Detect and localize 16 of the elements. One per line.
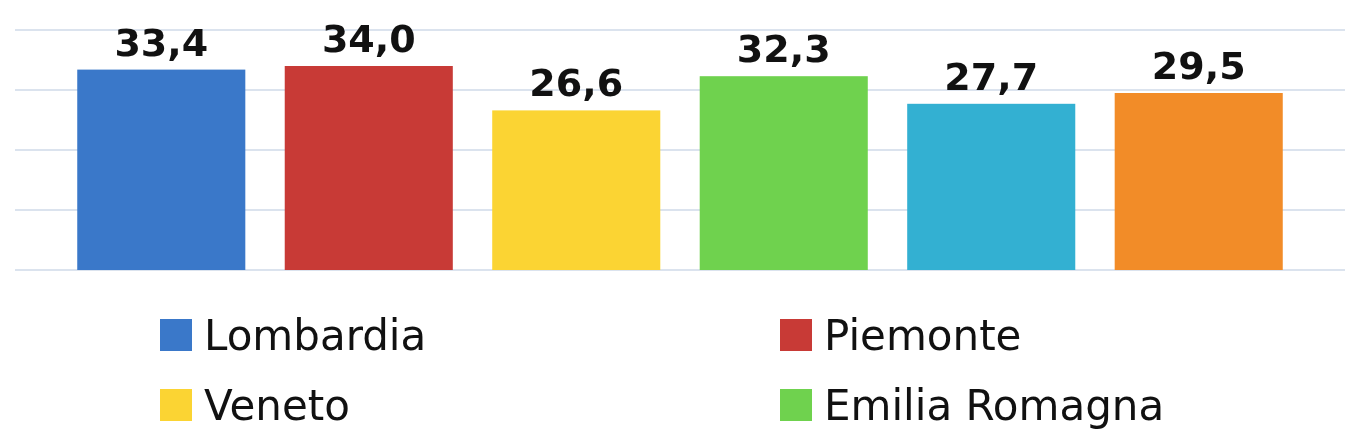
data-label: 34,0 bbox=[321, 17, 416, 61]
legend-label: Piemonte bbox=[824, 311, 1022, 361]
data-label: 26,6 bbox=[529, 61, 624, 106]
legend-label: Veneto bbox=[204, 381, 350, 431]
data-label: 33,4 bbox=[114, 20, 209, 65]
bar bbox=[699, 76, 868, 270]
bar bbox=[284, 66, 453, 270]
data-label: 27,7 bbox=[944, 54, 1039, 99]
bar bbox=[77, 69, 246, 270]
bar bbox=[907, 103, 1076, 270]
bar bbox=[1114, 93, 1283, 270]
data-label: 32,3 bbox=[736, 27, 831, 72]
legend-label: Lombardia bbox=[204, 311, 427, 361]
data-label: 29,5 bbox=[1151, 44, 1246, 88]
legend-label: Emilia Romagna bbox=[824, 381, 1165, 431]
bar bbox=[492, 110, 661, 270]
